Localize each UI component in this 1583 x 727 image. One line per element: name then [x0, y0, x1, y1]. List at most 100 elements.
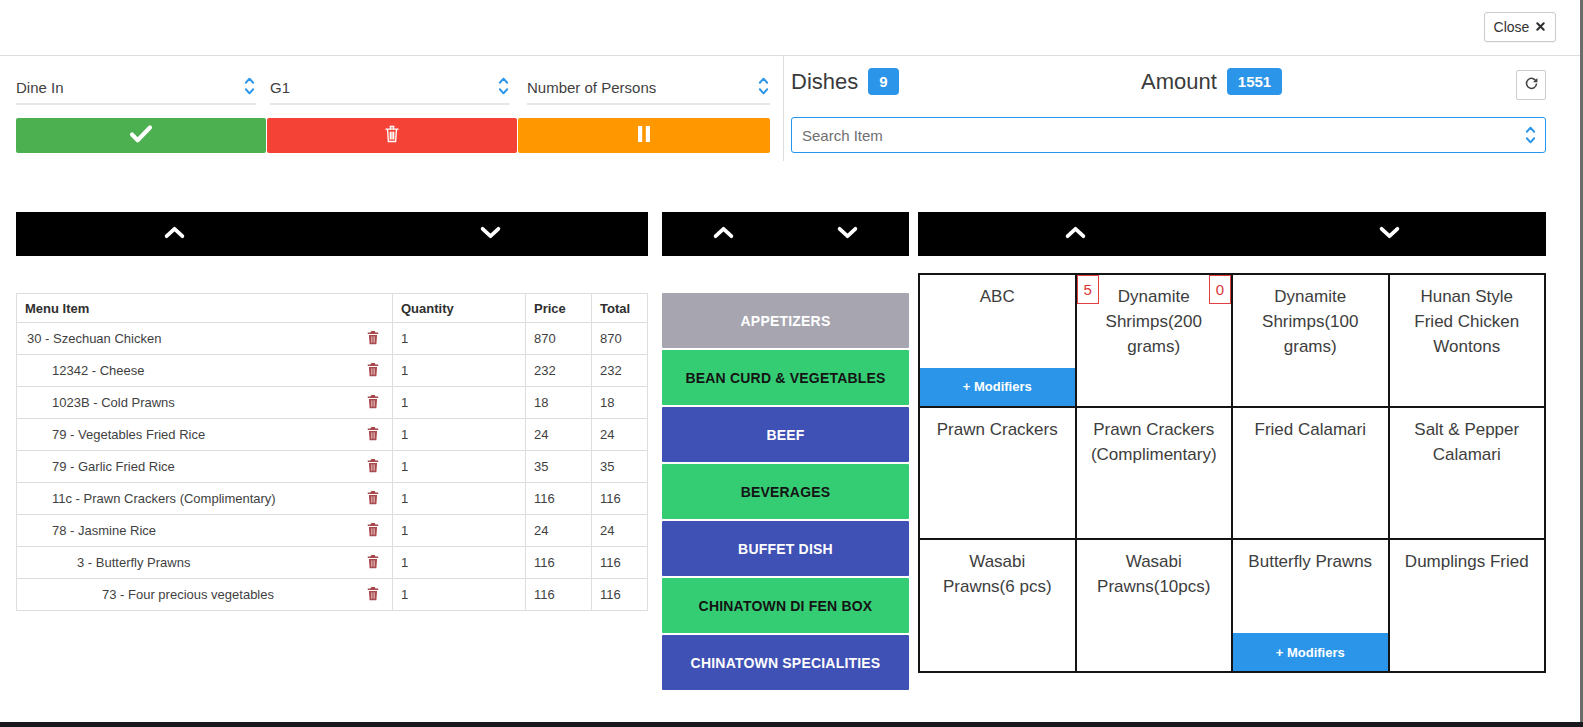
hold-order-button[interactable]	[518, 118, 770, 153]
delete-row-button[interactable]	[366, 361, 380, 380]
order-items-table: Menu Item Quantity Price Total 30 - Szec…	[16, 293, 648, 611]
dish-tile-name: Dynamite Shrimps(100 grams)	[1262, 287, 1358, 356]
dishes-count-badge: 9	[868, 68, 898, 95]
amount-value-badge: 1551	[1227, 68, 1282, 95]
column-header-total: Total	[592, 294, 648, 323]
dish-tile-name: Wasabi Prawns(6 pcs)	[943, 552, 1052, 596]
refresh-button[interactable]	[1516, 70, 1546, 100]
delete-row-button[interactable]	[366, 329, 380, 348]
category-button[interactable]: CHINATOWN DI FEN BOX	[662, 578, 909, 633]
chevron-down-icon	[836, 226, 859, 242]
dish-tile[interactable]: Butterfly Prawns + Modifiers	[1233, 540, 1388, 671]
table-row: 79 - Vegetables Fried Rice 1 24 24	[17, 419, 648, 451]
total-value: 24	[592, 515, 648, 547]
delete-row-button[interactable]	[366, 553, 380, 572]
dishes-label: Dishes	[791, 69, 858, 95]
close-button-label: Close	[1494, 19, 1530, 35]
confirm-order-button[interactable]	[16, 118, 266, 153]
sort-arrows-icon	[757, 75, 770, 101]
dish-tile[interactable]: Dynamite Shrimps(100 grams)	[1233, 275, 1388, 406]
scroll-up-button[interactable]	[918, 212, 1232, 256]
dish-tile[interactable]: Wasabi Prawns(10pcs)	[1077, 540, 1232, 671]
category-button[interactable]: BEAN CURD & VEGETABLES	[662, 350, 909, 405]
category-button[interactable]: BUFFET DISH	[662, 521, 909, 576]
price-value: 24	[526, 419, 592, 451]
pause-icon	[636, 125, 652, 146]
dish-grid-scrollbar	[918, 212, 1546, 256]
search-item-input[interactable]	[792, 127, 1524, 144]
dish-tile[interactable]: Prawn Crackers	[920, 408, 1075, 539]
order-table-body: 30 - Szechuan Chicken 1 870 870 12342 - …	[17, 323, 648, 611]
sort-arrows-icon	[497, 75, 510, 101]
dish-tile[interactable]: Hunan Style Fried Chicken Wontons	[1390, 275, 1545, 406]
total-value: 24	[592, 419, 648, 451]
dish-tile[interactable]: Prawn Crackers (Complimentary)	[1077, 408, 1232, 539]
chevron-up-icon	[163, 226, 186, 242]
delete-row-button[interactable]	[366, 521, 380, 540]
scroll-up-button[interactable]	[16, 212, 332, 256]
delete-order-button[interactable]	[267, 118, 517, 153]
add-modifiers-button[interactable]: + Modifiers	[1233, 633, 1388, 671]
menu-item-name: 78 - Jasmine Rice	[52, 523, 156, 538]
dish-grid: ABC + Modifiers Dynamite Shrimps(200 gra…	[918, 273, 1546, 673]
category-button[interactable]: CHINATOWN SPECIALITIES	[662, 635, 909, 690]
total-value: 116	[592, 579, 648, 611]
menu-item-name: 30 - Szechuan Chicken	[27, 331, 161, 346]
category-button[interactable]: BEEF	[662, 407, 909, 462]
chevron-up-icon	[712, 226, 735, 242]
category-button[interactable]: APPETIZERS	[662, 293, 909, 348]
dish-tile[interactable]: Dumplings Fried	[1390, 540, 1545, 671]
scroll-down-button[interactable]	[786, 212, 910, 256]
header-divider	[0, 55, 1583, 56]
count-badge: 0	[1209, 275, 1231, 304]
dish-tile-name: Dynamite Shrimps(200 grams)	[1106, 287, 1202, 356]
table-select[interactable]: G1	[270, 72, 510, 105]
total-value: 232	[592, 355, 648, 387]
price-value: 870	[526, 323, 592, 355]
chevron-down-icon	[479, 226, 502, 242]
delete-row-button[interactable]	[366, 457, 380, 476]
add-modifiers-button[interactable]: + Modifiers	[920, 368, 1075, 406]
dish-tile[interactable]: Dynamite Shrimps(200 grams) 50	[1077, 275, 1232, 406]
order-type-select[interactable]: Dine In	[16, 72, 256, 105]
price-value: 232	[526, 355, 592, 387]
dish-tile[interactable]: ABC + Modifiers	[920, 275, 1075, 406]
close-button[interactable]: Close	[1484, 12, 1556, 42]
section-divider	[783, 56, 784, 161]
sort-arrows-icon	[243, 75, 256, 101]
table-row: 30 - Szechuan Chicken 1 870 870	[17, 323, 648, 355]
scroll-down-button[interactable]	[332, 212, 648, 256]
delete-row-button[interactable]	[366, 585, 380, 604]
total-value: 870	[592, 323, 648, 355]
trash-icon	[366, 393, 380, 412]
persons-select-value: Number of Persons	[527, 79, 656, 96]
dish-tile[interactable]: Salt & Pepper Calamari	[1390, 408, 1545, 539]
price-value: 116	[526, 579, 592, 611]
table-row: 11c - Prawn Crackers (Complimentary) 1 1…	[17, 483, 648, 515]
sort-arrows-icon	[1524, 124, 1545, 146]
close-x-icon	[1535, 19, 1546, 35]
chevron-up-icon	[1064, 226, 1087, 242]
trash-icon	[366, 361, 380, 380]
delete-row-button[interactable]	[366, 489, 380, 508]
scroll-up-button[interactable]	[662, 212, 786, 256]
dish-tile[interactable]: Fried Calamari	[1233, 408, 1388, 539]
dish-tile[interactable]: Wasabi Prawns(6 pcs)	[920, 540, 1075, 671]
quantity-value: 1	[393, 579, 526, 611]
delete-row-button[interactable]	[366, 393, 380, 412]
quantity-value: 1	[393, 483, 526, 515]
persons-select[interactable]: Number of Persons	[527, 72, 770, 105]
quantity-value: 1	[393, 387, 526, 419]
total-value: 35	[592, 451, 648, 483]
dish-tile-name: Salt & Pepper Calamari	[1414, 420, 1519, 464]
quantity-value: 1	[393, 547, 526, 579]
scroll-down-button[interactable]	[1232, 212, 1546, 256]
delete-row-button[interactable]	[366, 425, 380, 444]
search-item-field	[791, 117, 1546, 153]
menu-item-name: 73 - Four precious vegetables	[102, 587, 274, 602]
quantity-value: 1	[393, 451, 526, 483]
trash-icon	[366, 521, 380, 540]
category-button[interactable]: BEVERAGES	[662, 464, 909, 519]
dish-tile-name: Dumplings Fried	[1405, 552, 1529, 571]
column-header-price: Price	[526, 294, 592, 323]
